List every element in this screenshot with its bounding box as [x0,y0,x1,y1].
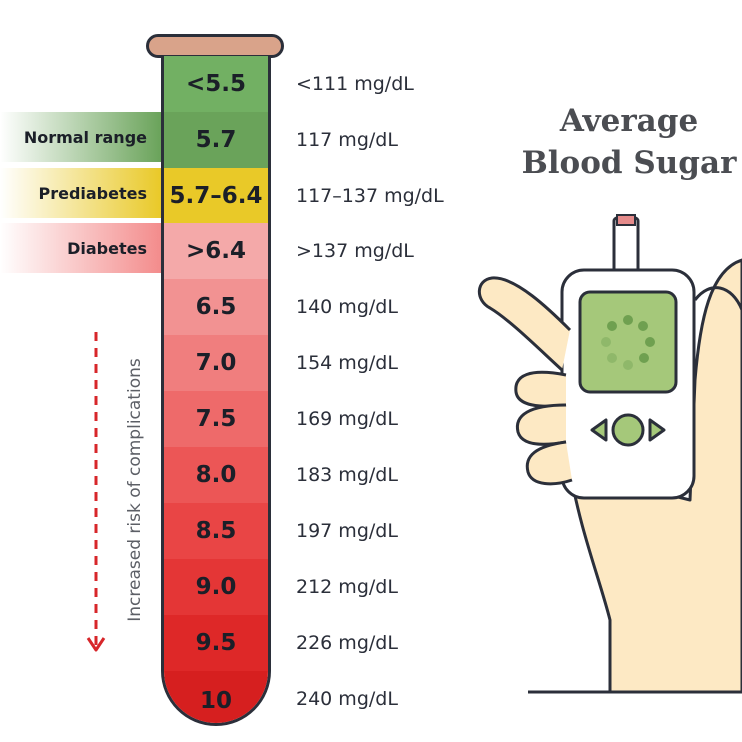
mgdl-label-4: >137 mg/dL [296,240,414,262]
blood-sugar-tube: <5.5 5.7 5.7–6.4 >6.4 6.5 7.0 7.5 8.0 8.… [161,56,271,726]
category-normal-range: Normal range [0,112,161,162]
mgdl-label-10: 212 mg/dL [296,576,398,598]
mgdl-label-8: 183 mg/dL [296,464,398,486]
mgdl-label-3: 117–137 mg/dL [296,185,444,207]
title-line-1: Average [559,103,699,139]
category-diabetes-label: Diabetes [67,238,147,258]
level-band-12: 10 [164,671,268,723]
category-diabetes: Diabetes [0,223,161,273]
category-normal-label: Normal range [23,127,147,147]
level-band-1: <5.5 [164,56,268,112]
level-band-11: 9.5 [164,615,268,671]
risk-arrow-icon [86,332,106,652]
mgdl-label-12: 240 mg/dL [296,688,398,710]
risk-label: Increased risk of complications [125,358,145,622]
level-band-8: 8.0 [164,447,268,503]
level-band-6: 7.0 [164,335,268,391]
level-band-2: 5.7 [164,112,268,168]
mgdl-label-6: 154 mg/dL [296,352,398,374]
tube-cap [146,34,284,58]
level-band-3: 5.7–6.4 [164,168,268,224]
title-line-2: Blood Sugar [521,145,737,181]
level-band-10: 9.0 [164,559,268,615]
mgdl-label-9: 197 mg/dL [296,520,398,542]
mgdl-label-11: 226 mg/dL [296,632,398,654]
level-band-4: >6.4 [164,223,268,279]
page-title: Average Blood Sugar [516,100,742,184]
category-prediabetes-label: Prediabetes [38,183,147,203]
level-band-5: 6.5 [164,279,268,335]
category-prediabetes: Prediabetes [0,168,161,218]
level-band-9: 8.5 [164,503,268,559]
mgdl-label-1: <111 mg/dL [296,73,414,95]
level-band-7: 7.5 [164,391,268,447]
glucose-meter-hand-illustration [477,214,742,694]
mgdl-label-7: 169 mg/dL [296,408,398,430]
mgdl-label-5: 140 mg/dL [296,296,398,318]
mgdl-label-2: 117 mg/dL [296,129,398,151]
